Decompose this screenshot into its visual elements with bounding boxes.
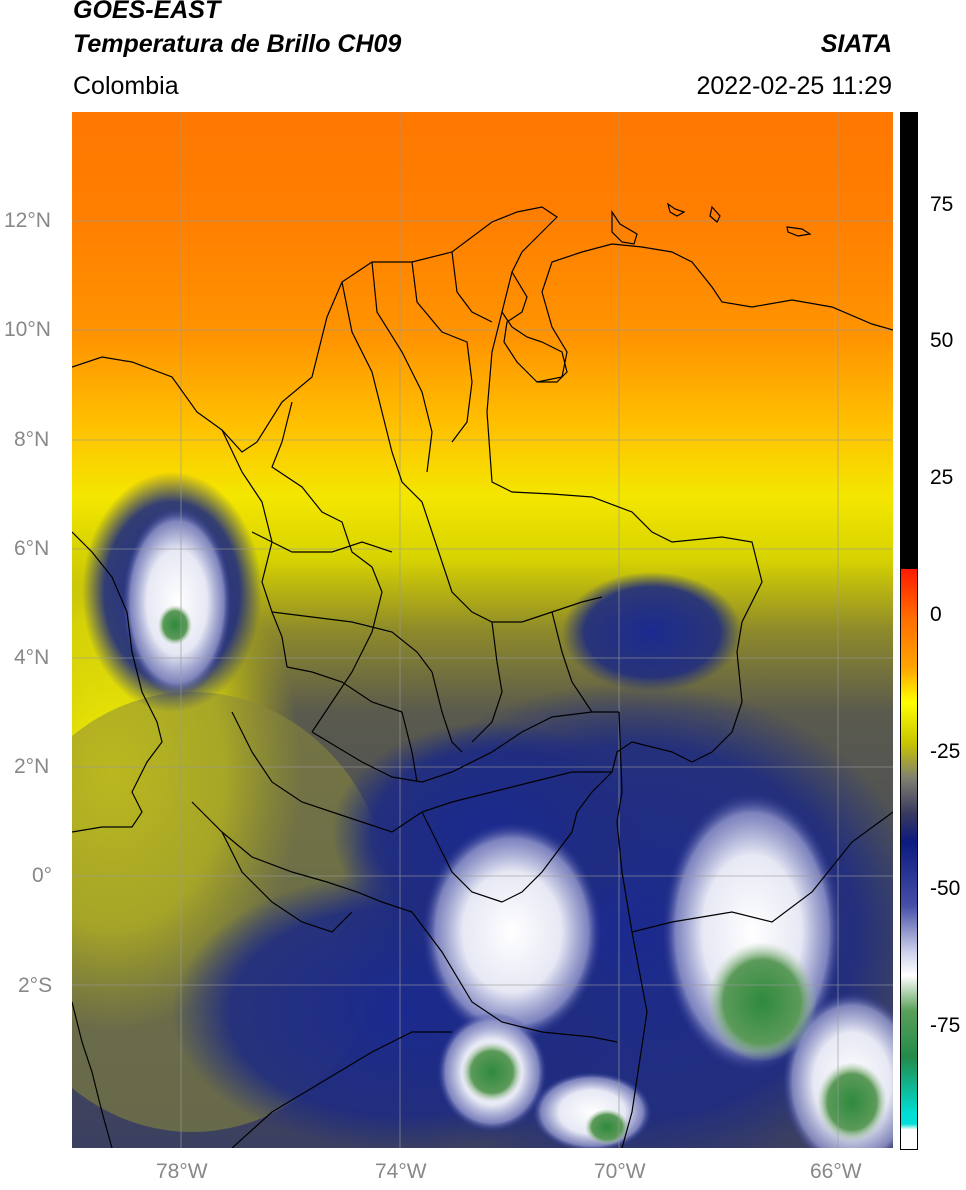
convective-cloud — [122, 507, 232, 697]
department-border — [451, 771, 612, 803]
cold-cloud-top — [817, 1062, 887, 1142]
borders — [72, 202, 893, 1148]
grid-lines — [72, 112, 893, 1148]
department-border — [421, 811, 503, 903]
department-border — [451, 251, 493, 323]
coastline — [72, 531, 163, 833]
lon-tick-label: 66°W — [810, 1160, 862, 1183]
colorbar-tick-label: 75 — [930, 193, 954, 216]
country-border — [486, 271, 763, 903]
department-border — [251, 531, 393, 553]
country-border — [191, 801, 618, 1043]
department-border — [221, 831, 353, 933]
colorbar-tick-label: 0 — [930, 603, 942, 626]
coastline — [72, 206, 893, 453]
colorbar-tick-label: 50 — [930, 329, 954, 352]
cold-cloud-top — [585, 1109, 629, 1145]
colorbar-fill — [900, 569, 918, 1150]
department-border — [341, 281, 603, 623]
department-border — [411, 261, 473, 443]
convective-cloud — [422, 822, 602, 1042]
cold-cloud-top — [462, 1042, 522, 1102]
satellite-map — [72, 112, 893, 1148]
source-label: SIATA — [820, 30, 892, 58]
department-border — [371, 261, 433, 473]
colorbar-tick-label: -25 — [930, 740, 961, 763]
lat-tick-label: 12°N — [4, 209, 51, 232]
department-border — [471, 621, 503, 743]
department-border — [551, 611, 593, 713]
department-border — [271, 611, 433, 673]
lat-tick-label: 6°N — [14, 537, 50, 560]
lat-tick-label: 2°S — [18, 974, 53, 997]
cold-cloud-top — [158, 605, 192, 645]
lat-tick-label: 0° — [32, 864, 53, 887]
country-border — [631, 811, 893, 933]
department-border — [311, 711, 619, 783]
datetime-label: 2022-02-25 11:29 — [696, 72, 892, 100]
country-border — [616, 711, 648, 1148]
department-border — [401, 711, 418, 783]
department-border — [286, 666, 403, 713]
lon-tick-label: 74°W — [375, 1160, 427, 1183]
coastline — [611, 210, 638, 245]
blue-cloud-region — [562, 572, 742, 692]
country-border — [231, 1031, 452, 1148]
lon-tick-label: 70°W — [594, 1160, 646, 1183]
lon-tick-label: 78°W — [156, 1160, 208, 1183]
product-title: Temperatura de Brillo CH09 — [73, 30, 402, 58]
satellite-title: GOES-EAST — [73, 0, 221, 24]
coastline — [72, 1001, 113, 1148]
lat-tick-label: 4°N — [14, 646, 50, 669]
colorbar-tick-label: 25 — [930, 466, 954, 489]
colorbar-tick-label: -75 — [930, 1014, 961, 1037]
region-label: Colombia — [73, 72, 179, 100]
department-border — [431, 671, 463, 753]
cold-cloud-top — [707, 942, 817, 1062]
lat-tick-label: 2°N — [14, 755, 50, 778]
lat-tick-label: 10°N — [4, 318, 51, 341]
country-border — [221, 429, 288, 668]
department-border — [231, 711, 453, 833]
department-border — [271, 401, 383, 733]
colorbar — [900, 112, 918, 1150]
coastline — [501, 311, 568, 383]
coastline — [709, 205, 721, 223]
coastline — [786, 226, 812, 237]
colorbar-tick-label: -50 — [930, 877, 961, 900]
coastline — [667, 202, 686, 217]
lat-tick-label: 8°N — [14, 428, 50, 451]
